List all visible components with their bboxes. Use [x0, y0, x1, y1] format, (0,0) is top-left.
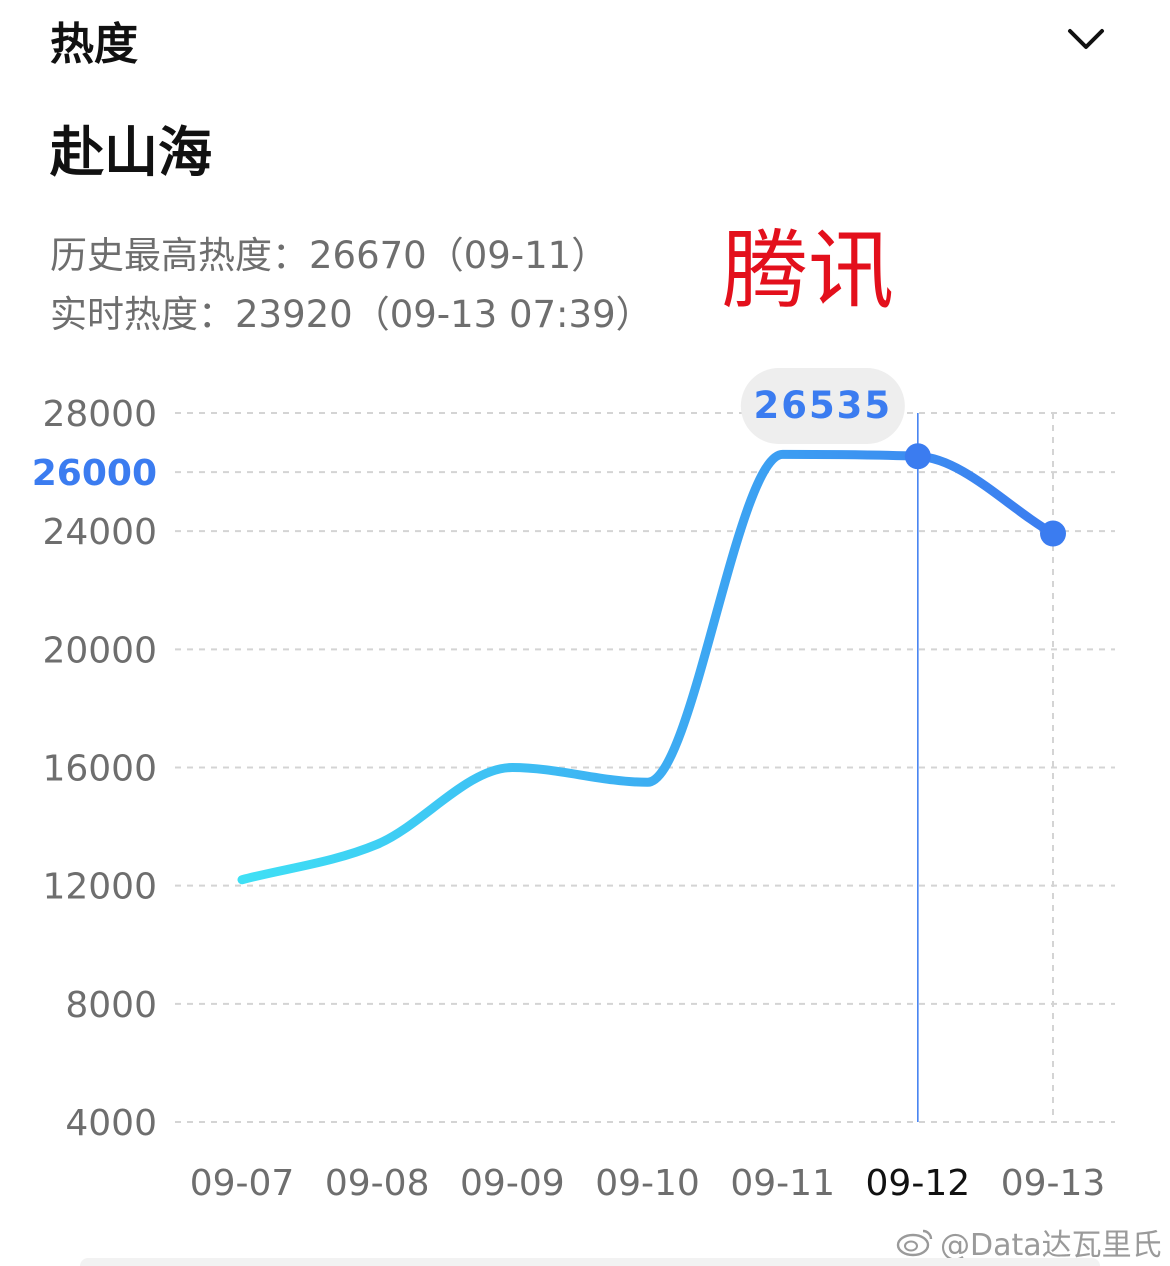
- watermark-text: @Data达瓦里氏: [940, 1228, 1162, 1263]
- peak-heat-label: 历史最高热度：26670（09-11）: [50, 234, 609, 277]
- y-tick-label: 16000: [42, 749, 157, 790]
- watermark: @Data达瓦里氏: [896, 1220, 1162, 1264]
- x-tick-label: 09-10: [595, 1163, 700, 1204]
- overlay-stamp-text: 腾讯: [722, 221, 894, 321]
- topic-title: 赴山海: [50, 121, 212, 184]
- bottom-panel-edge: [80, 1258, 1100, 1266]
- series-line: [237, 449, 1058, 885]
- x-tick-label: 09-12: [866, 1163, 971, 1204]
- y-tick-label: 26000: [32, 453, 157, 494]
- y-tick-label: 28000: [42, 394, 157, 435]
- collapse-button[interactable]: [1058, 14, 1114, 64]
- selected-point: [904, 443, 931, 470]
- chevron-down-icon: [1068, 29, 1104, 49]
- last-point: [1040, 520, 1066, 547]
- x-tick-label: 09-09: [460, 1163, 565, 1204]
- y-tick-label: 4000: [65, 1103, 157, 1144]
- y-tick-label: 8000: [65, 985, 157, 1026]
- x-tick-label: 09-07: [190, 1163, 295, 1204]
- heat-line-chart[interactable]: 4000 8000 12000 16000 20000 24000 26000 28000 26…: [0, 360, 1170, 1220]
- weibo-icon: [896, 1229, 933, 1257]
- y-tick-label: 20000: [42, 630, 157, 671]
- live-heat-label: 实时热度：23920（09-13 07:39）: [50, 293, 653, 336]
- x-tick-label: 09-08: [325, 1163, 430, 1204]
- x-tick-label: 09-11: [730, 1163, 835, 1204]
- y-tick-label: 24000: [42, 512, 157, 553]
- value-tooltip-text: 26535: [753, 384, 892, 427]
- y-tick-label: 12000: [42, 867, 157, 908]
- section-title: 热度: [50, 19, 138, 70]
- x-tick-label: 09-13: [1001, 1163, 1106, 1204]
- value-tooltip: [740, 368, 905, 444]
- header: 热度: [0, 0, 1170, 80]
